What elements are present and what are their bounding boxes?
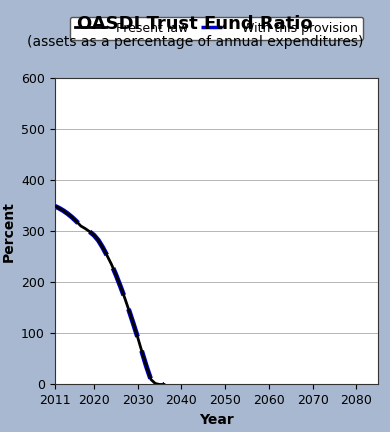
Y-axis label: Percent: Percent (1, 201, 15, 261)
Text: OASDI Trust Fund Ratio: OASDI Trust Fund Ratio (77, 15, 313, 33)
Legend: Present law, With this provision: Present law, With this provision (70, 16, 363, 40)
Text: (assets as a percentage of annual expenditures): (assets as a percentage of annual expend… (27, 35, 363, 49)
X-axis label: Year: Year (199, 413, 234, 427)
